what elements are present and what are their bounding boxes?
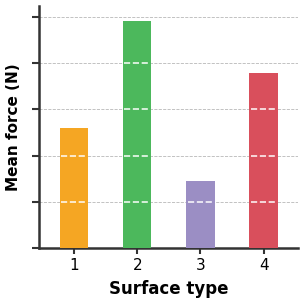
Bar (250, 73, 278, 248)
Bar (123, 21, 151, 248)
Bar (60, 128, 88, 248)
X-axis label: Surface type: Surface type (109, 281, 229, 299)
Bar (186, 181, 215, 248)
Y-axis label: Mean force (N): Mean force (N) (5, 63, 21, 191)
